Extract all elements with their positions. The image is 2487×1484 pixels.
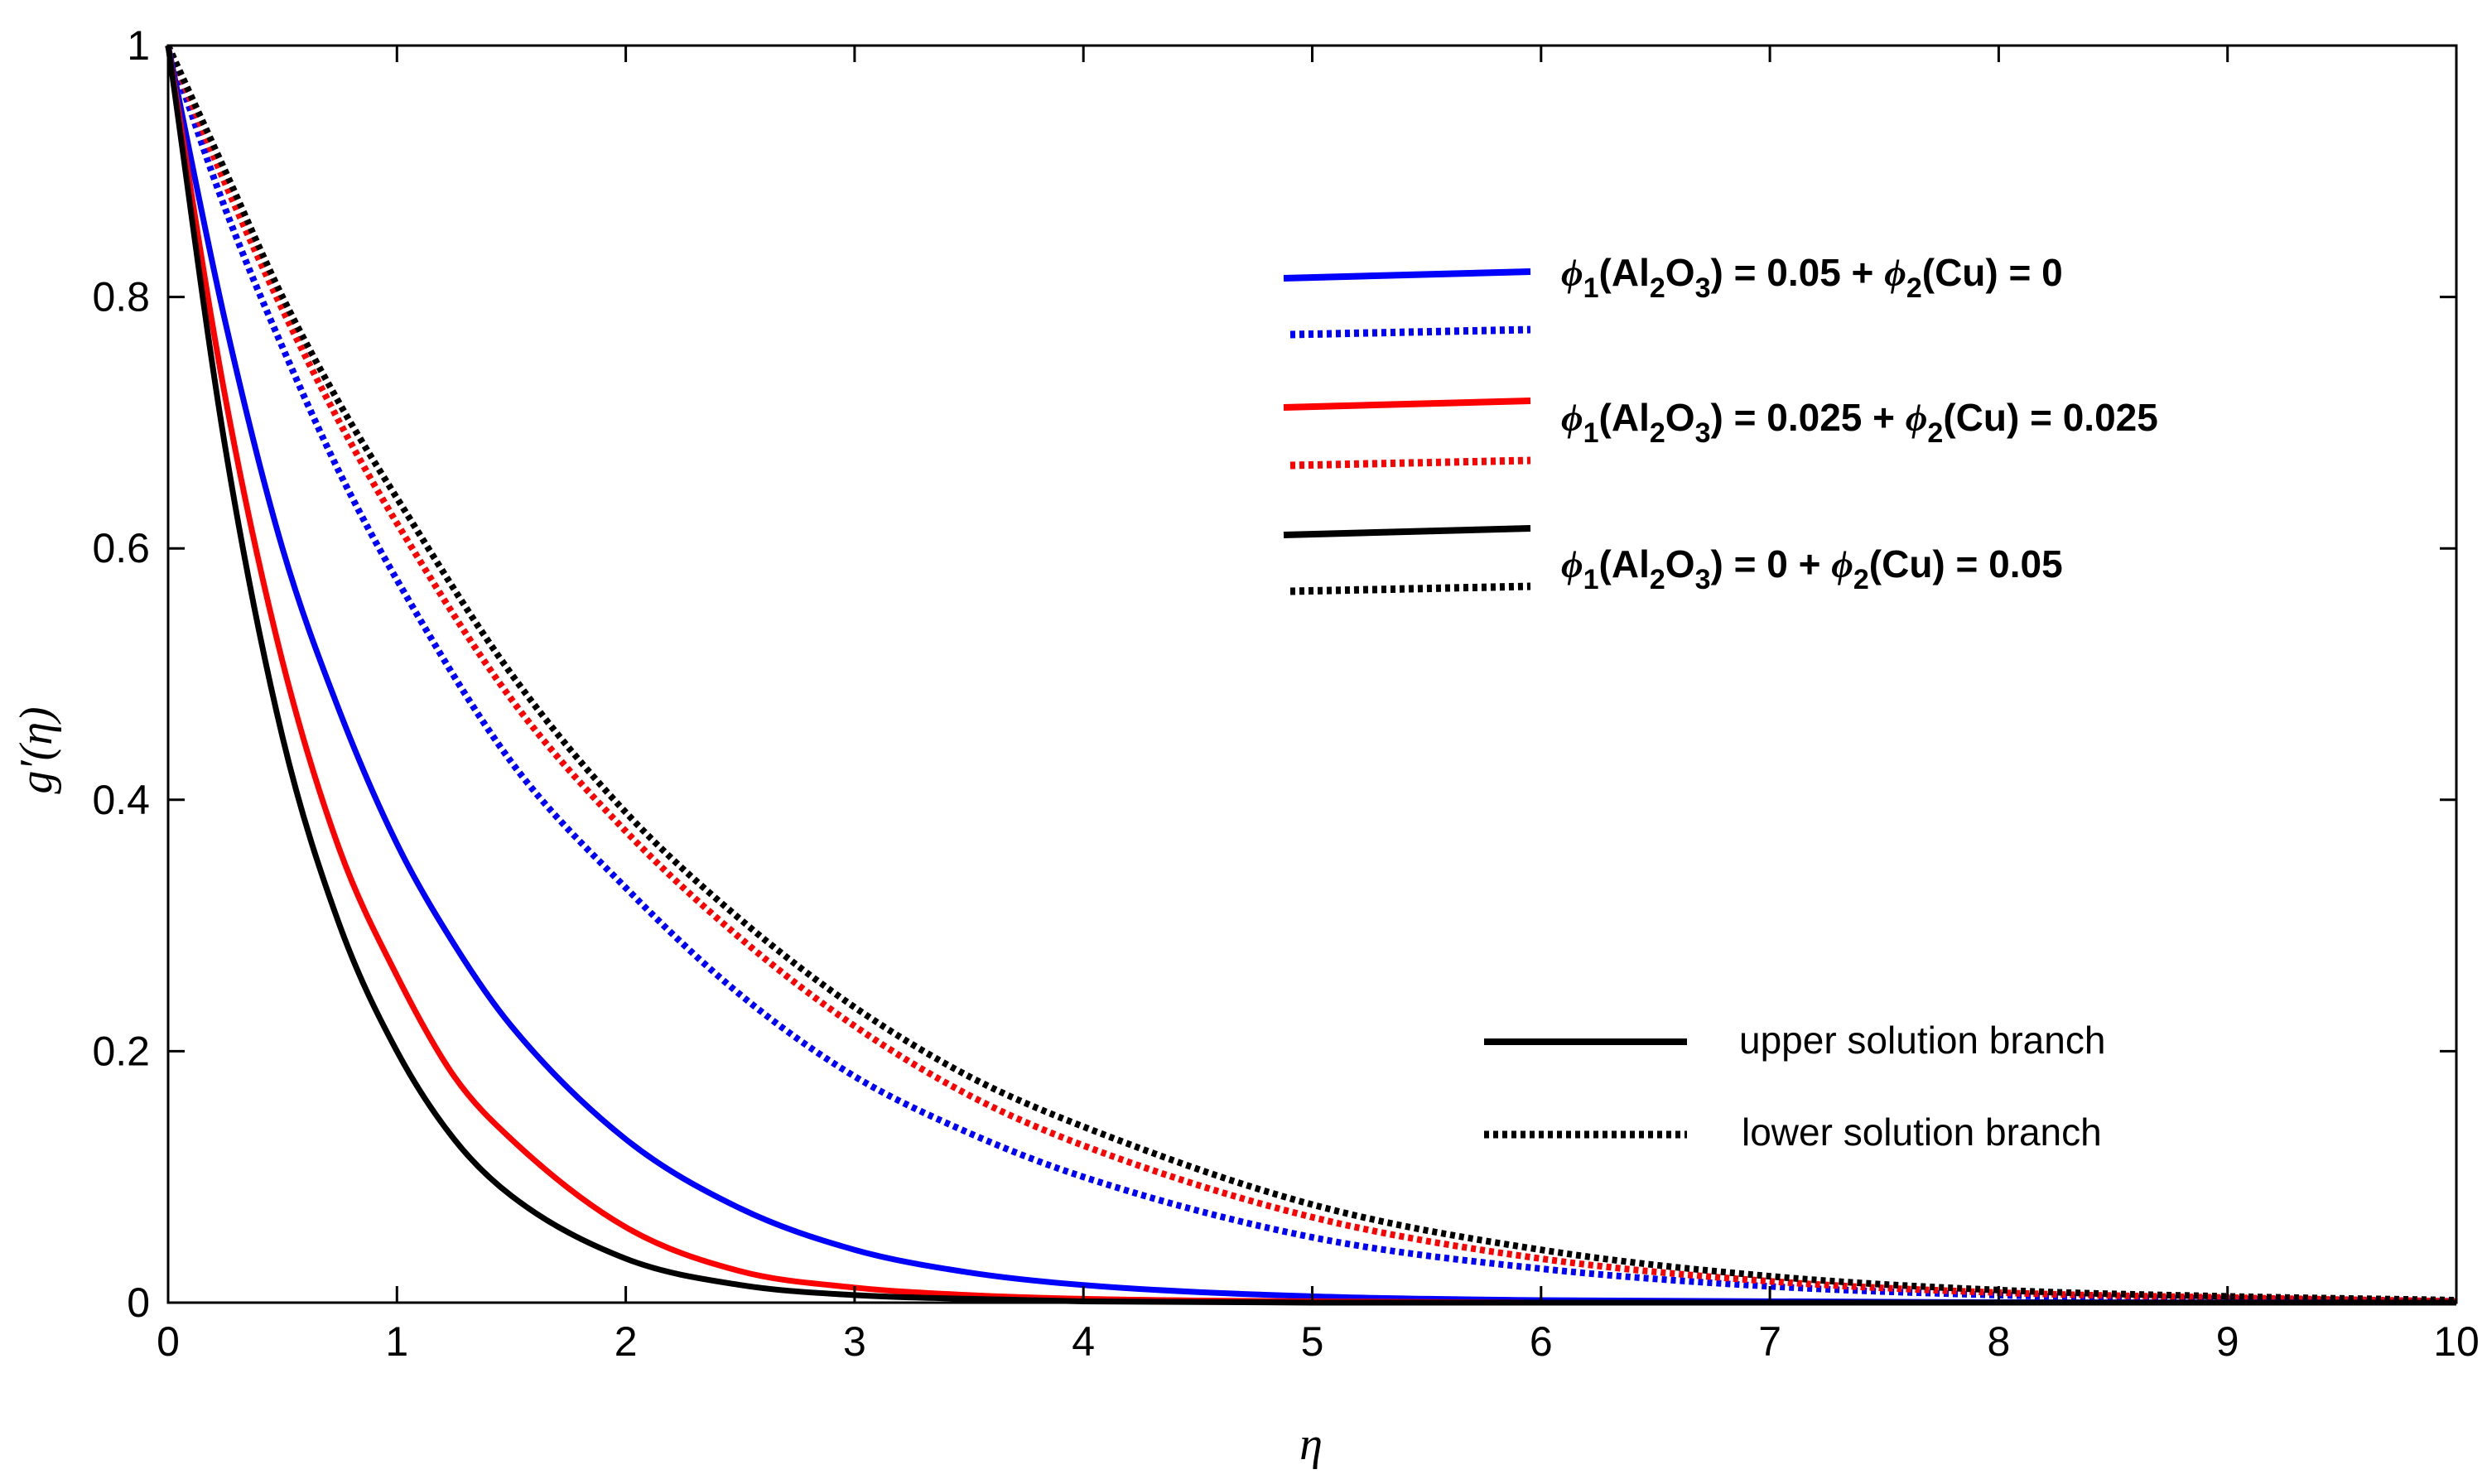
x-tick-label-8: 8 bbox=[1987, 1318, 2010, 1365]
series-line-6 bbox=[165, 44, 2457, 1303]
legend-solid-swatch-3 bbox=[1283, 525, 1531, 538]
y-tick-label-3: 0.6 bbox=[92, 525, 150, 571]
x-tick-label-0: 0 bbox=[157, 1318, 180, 1365]
legend-dotted-swatch-2 bbox=[1289, 456, 1531, 470]
series-line-4 bbox=[165, 44, 2457, 1305]
x-tick-label-2: 2 bbox=[615, 1318, 638, 1365]
x-tick-label-10: 10 bbox=[2433, 1318, 2480, 1365]
legend-label-3: ϕ1(Al2O3) = 0 + ϕ2(Cu) = 0.05 bbox=[1561, 542, 2063, 595]
legend-dotted-swatch-1 bbox=[1289, 325, 1531, 339]
y-tick-label-4: 0.8 bbox=[92, 274, 150, 320]
x-axis-label: η bbox=[1299, 1419, 1323, 1470]
plot-frame bbox=[166, 44, 2458, 1304]
y-tick-label-0: 0 bbox=[127, 1279, 150, 1326]
series-line-2 bbox=[165, 44, 2457, 1305]
legend: ϕ1(Al2O3) = 0.05 + ϕ2(Cu) = 0 ϕ1(Al2O3) =… bbox=[1283, 251, 2158, 1154]
legend-label-1: ϕ1(Al2O3) = 0.05 + ϕ2(Cu) = 0 bbox=[1561, 251, 2063, 304]
x-tick-label-5: 5 bbox=[1301, 1318, 1324, 1365]
x-tick-label-1: 1 bbox=[385, 1318, 408, 1365]
y-tick-label-2: 0.4 bbox=[92, 777, 150, 823]
x-tick-label-9: 9 bbox=[2216, 1318, 2239, 1365]
x-tick-label-6: 6 bbox=[1530, 1318, 1553, 1365]
y-axis-label: g′(η) bbox=[11, 706, 62, 793]
series-layer bbox=[165, 44, 2457, 1306]
x-tick-label-4: 4 bbox=[1072, 1318, 1095, 1365]
legend-solid-swatch-1 bbox=[1283, 268, 1531, 282]
series-line-3 bbox=[165, 45, 2456, 1306]
x-tick-label-3: 3 bbox=[843, 1318, 866, 1365]
series-line-1 bbox=[165, 45, 2457, 1306]
branch-lower-label: lower solution branch bbox=[1742, 1111, 2102, 1154]
y-tick-label-5: 1 bbox=[127, 22, 150, 69]
legend-dotted-swatch-3 bbox=[1289, 582, 1531, 595]
x-tick-label-7: 7 bbox=[1758, 1318, 1781, 1365]
legend-solid-swatch-2 bbox=[1283, 398, 1531, 411]
y-tick-label-1: 0.2 bbox=[92, 1028, 150, 1074]
series-line-5 bbox=[165, 45, 2456, 1306]
ticks-layer bbox=[166, 44, 2458, 1304]
legend-label-2: ϕ1(Al2O3) = 0.025 + ϕ2(Cu) = 0.025 bbox=[1561, 396, 2158, 449]
tick-labels-layer: 0 1 2 3 4 5 6 7 8 9 10 0 0.2 0.4 0.6 0.8 1 bbox=[92, 22, 2479, 1365]
branch-upper-label: upper solution branch bbox=[1739, 1019, 2105, 1062]
